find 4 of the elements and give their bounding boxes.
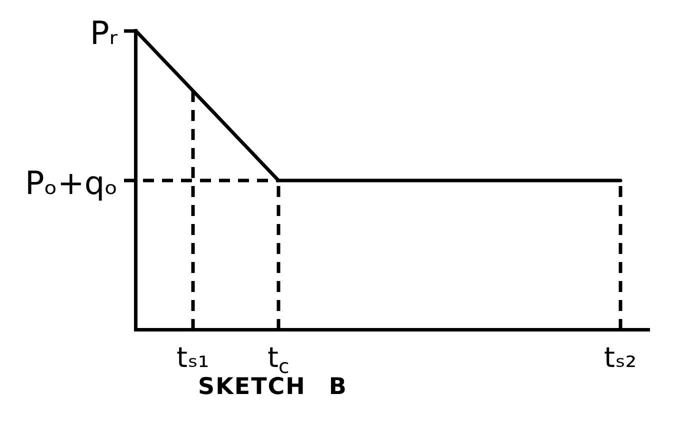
ref-line-label: Pₒ+qₒ bbox=[25, 164, 118, 202]
x-tick-label: tₛ₁ bbox=[176, 341, 210, 374]
ref-line-label: Pᵣ bbox=[90, 14, 118, 52]
x-tick-label: tₛ₂ bbox=[604, 341, 637, 374]
